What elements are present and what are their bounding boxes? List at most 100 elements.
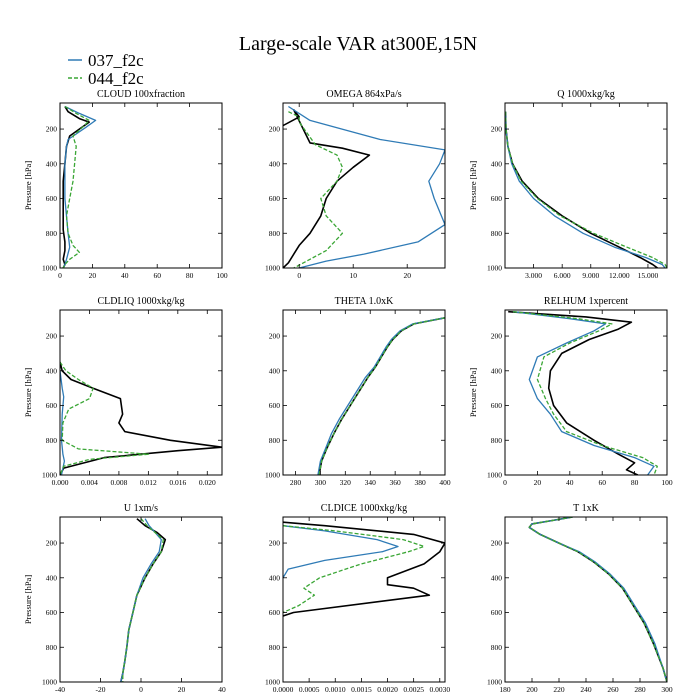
y-tick-label: 600 <box>269 401 281 410</box>
x-tick-label: 300 <box>661 685 673 694</box>
figure-title: Large-scale VAR at300E,15N <box>239 33 477 55</box>
subplot-title: CLDICE 1000xkg/kg <box>321 503 407 514</box>
legend: 037_f2c 044_f2c <box>68 51 144 88</box>
legend-label-044: 044_f2c <box>88 69 144 88</box>
y-tick-label: 800 <box>491 436 503 445</box>
y-tick-label: 1000 <box>265 471 280 480</box>
x-tick-label: 100 <box>216 271 228 280</box>
series-line-s1 <box>283 525 399 579</box>
y-tick-label: 600 <box>269 194 281 203</box>
x-tick-label: 10 <box>349 271 357 280</box>
plot-frame <box>59 516 223 683</box>
x-tick-label: 0 <box>139 685 143 694</box>
subplot: RELHUM 1xpercent 0 20 40 60 80 100 200 400 600 800… <box>468 296 673 487</box>
x-tick-label: 0.0020 <box>377 685 398 694</box>
subplot-title: T 1xK <box>573 503 599 514</box>
subplot: Q 1000xkg/kg 3.000 6.000 9.000 12.000 15.000 2… <box>468 89 668 280</box>
y-tick-label: 400 <box>46 159 58 168</box>
subplot-title: THETA 1.0xK <box>335 296 394 307</box>
y-tick-label: 200 <box>46 332 58 341</box>
series-line-s2 <box>60 361 150 475</box>
x-tick-label: 0.008 <box>110 478 127 487</box>
subplot-title: CLDLIQ 1000xkg/kg <box>98 296 185 307</box>
x-tick-label: 6.000 <box>554 271 571 280</box>
x-tick-label: 40 <box>218 685 226 694</box>
x-tick-label: 15.000 <box>638 271 659 280</box>
series-line-s2 <box>528 517 667 682</box>
y-tick-label: 600 <box>269 608 281 617</box>
y-tick-label: 400 <box>491 159 503 168</box>
x-tick-label: 0.0015 <box>351 685 372 694</box>
y-tick-label: 800 <box>269 643 281 652</box>
subplot: T 1xK 180 200 220 240 260 280 300 200 400 600 800 10… <box>487 503 673 694</box>
y-tick-label: 1000 <box>487 471 502 480</box>
series-line-obs <box>120 518 167 682</box>
x-tick-label: 60 <box>598 478 606 487</box>
series-line-s1 <box>317 317 445 475</box>
x-tick-label: 20 <box>89 271 97 280</box>
y-tick-label: 200 <box>491 125 503 134</box>
plot-frame <box>59 102 223 269</box>
x-tick-label: 40 <box>121 271 129 280</box>
x-tick-label: 12.000 <box>609 271 630 280</box>
x-tick-label: 0.016 <box>169 478 186 487</box>
x-tick-label: 80 <box>631 478 639 487</box>
subplot: THETA 1.0xK 280 300 320 340 360 380 400 200 400 60… <box>265 296 451 487</box>
y-tick-label: 800 <box>491 643 503 652</box>
y-tick-label: 400 <box>269 159 281 168</box>
y-tick-label: 1000 <box>265 264 280 273</box>
series-line-s2 <box>318 317 445 475</box>
y-tick-label: 1000 <box>42 678 57 687</box>
x-tick-label: 9.000 <box>582 271 599 280</box>
y-tick-label: 800 <box>491 229 503 238</box>
series-line-obs <box>283 521 445 617</box>
legend-label-037: 037_f2c <box>88 51 144 70</box>
y-tick-label: 600 <box>491 401 503 410</box>
y-tick-label: 600 <box>491 194 503 203</box>
series-line-s2 <box>505 111 667 268</box>
y-tick-label: 800 <box>46 643 58 652</box>
x-tick-label: 0.004 <box>81 478 98 487</box>
y-tick-label: 600 <box>491 608 503 617</box>
y-tick-label: 200 <box>46 125 58 134</box>
plot-frame <box>504 102 668 269</box>
series-line-s1 <box>62 105 97 268</box>
series-line-obs <box>505 111 658 268</box>
x-tick-label: 0.0005 <box>299 685 320 694</box>
plot-frame <box>504 309 668 476</box>
x-tick-label: 60 <box>153 271 161 280</box>
y-tick-label: 400 <box>269 573 281 582</box>
y-tick-label: 800 <box>269 229 281 238</box>
x-tick-label: 0 <box>503 478 507 487</box>
series-line-obs <box>528 517 667 682</box>
y-tick-label: 400 <box>491 366 503 375</box>
x-tick-label: 400 <box>439 478 451 487</box>
subplot: CLDLIQ 1000xkg/kg 0.000 0.004 0.008 0.012 0.0… <box>23 296 223 487</box>
y-tick-label: 200 <box>491 539 503 548</box>
y-tick-label: 1000 <box>487 678 502 687</box>
x-tick-label: 180 <box>499 685 511 694</box>
x-tick-label: 300 <box>315 478 327 487</box>
x-tick-label: 240 <box>580 685 592 694</box>
y-tick-label: 800 <box>46 436 58 445</box>
x-tick-label: 20 <box>534 478 542 487</box>
plot-frame <box>504 516 668 683</box>
plot-frame <box>282 516 446 683</box>
subplot: U 1xm/s -40 -20 0 20 40 200 400 600 800 1000 Pressu… <box>23 503 226 694</box>
subplot-title: RELHUM 1xpercent <box>544 296 628 307</box>
y-tick-label: 200 <box>269 539 281 548</box>
x-tick-label: 0.000 <box>52 478 69 487</box>
series-line-s1 <box>120 518 162 682</box>
y-tick-label: 1000 <box>265 678 280 687</box>
x-tick-label: 40 <box>566 478 574 487</box>
y-tick-label: 400 <box>491 573 503 582</box>
series-line-s2 <box>122 518 164 682</box>
y-tick-label: 600 <box>46 608 58 617</box>
x-tick-label: 0.0025 <box>403 685 424 694</box>
series-line-obs <box>62 106 90 268</box>
x-tick-label: 200 <box>526 685 538 694</box>
y-axis-label: Pressure [hPa] <box>468 161 478 211</box>
y-tick-label: 600 <box>46 401 58 410</box>
x-tick-label: 20 <box>178 685 186 694</box>
